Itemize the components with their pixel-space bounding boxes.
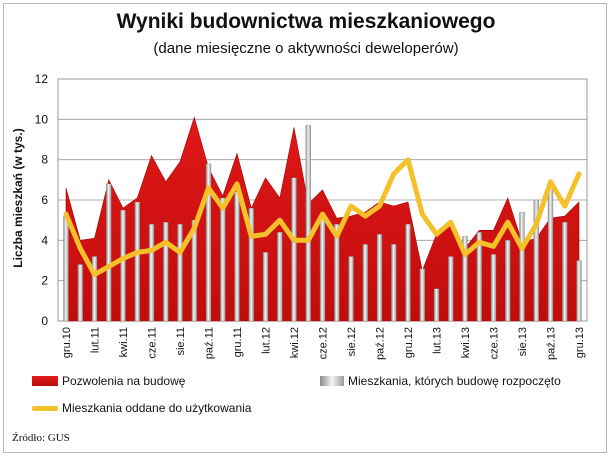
bar-started-lis.11 (220, 197, 226, 322)
bar-started-lis.12 (391, 244, 397, 322)
bar-started-lut.12 (262, 252, 269, 322)
bar-started-gru.10 (63, 215, 69, 322)
x-tick-label: lut.11 (90, 327, 102, 353)
chart-subtitle: (dane miesięczne o aktywności deweloperó… (153, 40, 459, 57)
x-tick-label: paź.11 (204, 327, 216, 359)
x-tick-label: cze.12 (318, 327, 330, 359)
x-tick-label: gru.10 (61, 327, 73, 358)
legend-item-started: Mieszkania, których budowę rozpoczęto (320, 374, 561, 388)
bar-started-gru.12 (405, 224, 411, 322)
bar-started-paź.11 (205, 163, 212, 322)
bar-started-lis.13 (562, 222, 568, 322)
bar-started-kwi.11 (120, 209, 126, 322)
bar-started-lut.13 (433, 288, 440, 322)
bar-started-lut.11 (91, 256, 98, 322)
y-tick-label: 10 (35, 112, 49, 126)
bar-started-sie.11 (177, 224, 183, 322)
legend-label-permits: Pozwolenia na budowę (62, 374, 186, 388)
y-tick-label: 4 (41, 233, 48, 247)
x-tick-label: kwi.13 (460, 327, 472, 358)
series-line-completed (63, 157, 582, 278)
legend-swatch-permits (32, 376, 58, 386)
bar-started-cze.11 (148, 224, 155, 322)
bar-started-paź.13 (547, 189, 554, 322)
x-tick-label: cze.11 (147, 327, 159, 359)
x-tick-label: sie.13 (517, 327, 529, 356)
x-tick-label: kwi.11 (118, 327, 130, 357)
x-tick-label: lut.13 (432, 327, 444, 354)
y-tick-label: 8 (41, 153, 48, 167)
x-tick-label: cze.13 (489, 327, 501, 359)
bar-started-gru.11 (234, 191, 240, 322)
source-note: Źródło: GUS (12, 432, 70, 444)
bar-started-gru.13 (576, 260, 582, 322)
chart-title: Wyniki budownictwa mieszkaniowego (116, 10, 496, 33)
legend-label-started: Mieszkania, których budowę rozpoczęto (348, 374, 561, 388)
y-axis-label: Liczba mieszkań (w tys.) (11, 128, 25, 267)
x-tick-label: lut.12 (261, 327, 273, 354)
x-tick-label: paź.13 (546, 327, 558, 360)
bar-started-sty.11 (77, 264, 83, 322)
bar-started-lip.12 (334, 224, 340, 322)
bar-started-kwi.13 (462, 236, 468, 322)
bar-started-wrz.12 (362, 244, 368, 322)
bar-started-wrz.13 (533, 199, 539, 322)
legend-item-permits: Pozwolenia na budowę (32, 374, 185, 388)
y-tick-label: 12 (35, 72, 49, 86)
x-tick-label: sie.12 (346, 327, 358, 356)
bar-started-sty.12 (248, 207, 254, 322)
legend-label-completed: Mieszkania oddane do użytkowania (62, 401, 252, 415)
x-tick-label: sie.11 (175, 327, 187, 356)
bar-started-paź.12 (376, 234, 383, 322)
bar-started-wrz.11 (191, 220, 197, 322)
bar-started-kwi.12 (291, 177, 297, 322)
bar-started-sie.12 (348, 256, 354, 322)
bar-started-mar.12 (277, 232, 283, 322)
bar-started-cze.13 (490, 254, 497, 322)
bar-started-mar.13 (448, 256, 454, 322)
x-tick-label: kwi.12 (289, 327, 301, 358)
bar-started-maj.11 (134, 201, 140, 322)
bar-started-lip.11 (163, 222, 169, 322)
y-tick-label: 6 (41, 193, 48, 207)
bar-started-sty.13 (419, 268, 425, 322)
x-tick-label: gru.12 (403, 327, 415, 358)
bar-started-maj.12 (305, 125, 311, 322)
x-tick-label: gru.13 (574, 327, 586, 358)
legend-swatch-started (320, 376, 344, 386)
bar-started-sie.13 (519, 211, 525, 322)
x-tick-label: paź.12 (375, 327, 387, 360)
bar-started-mar.11 (106, 183, 112, 322)
legend-item-completed: Mieszkania oddane do użytkowania (32, 401, 251, 415)
bar-started-maj.13 (476, 232, 482, 322)
y-tick-label: 0 (41, 314, 48, 328)
bar-started-cze.12 (319, 218, 326, 322)
x-tick-label: gru.11 (232, 327, 244, 357)
bar-started-lip.13 (505, 240, 511, 322)
y-tick-label: 2 (41, 274, 48, 288)
legend-swatch-completed (32, 405, 58, 411)
